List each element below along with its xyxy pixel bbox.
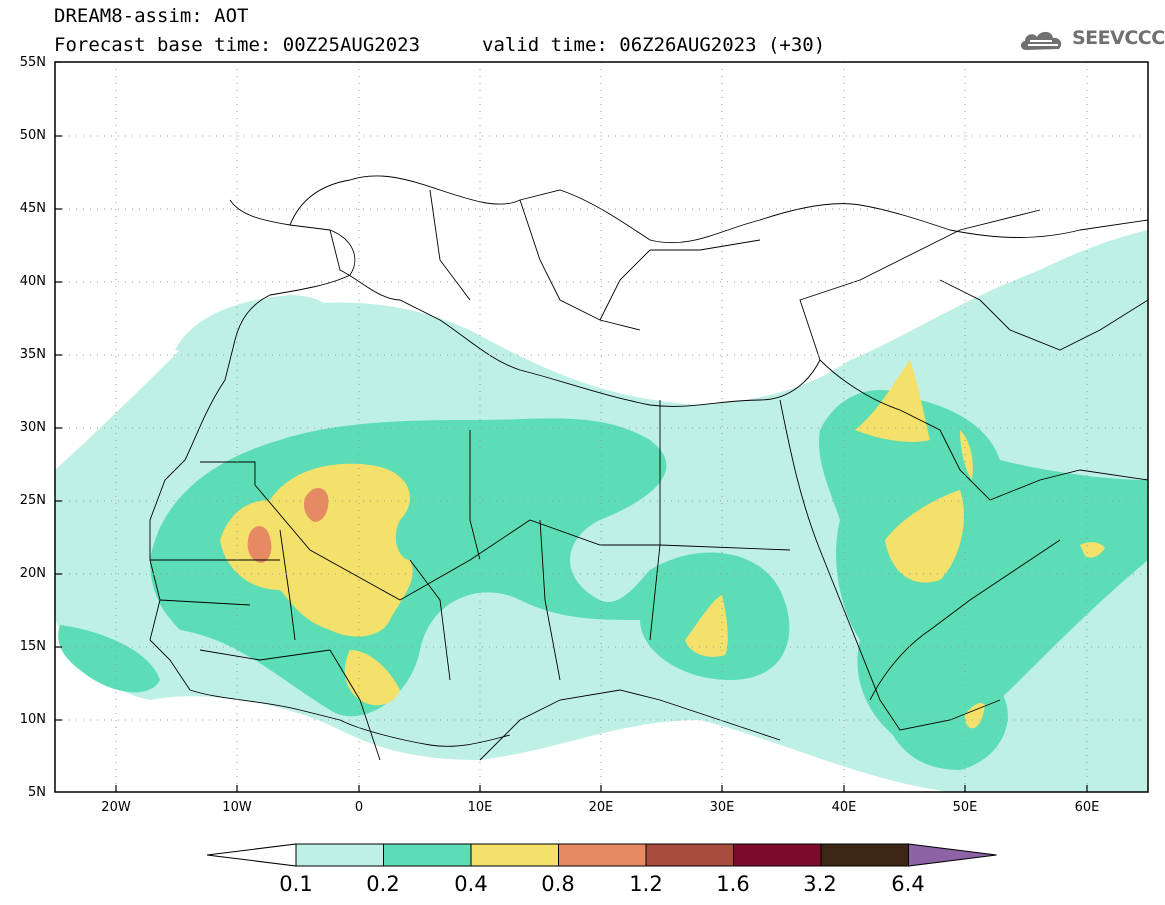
colorbar-cell	[733, 843, 822, 867]
lon-label: 20W	[101, 800, 131, 815]
colorbar-cell	[295, 843, 384, 867]
lon-label: 10E	[467, 800, 493, 815]
logo-text: SEEVCCC	[1072, 27, 1165, 49]
lat-label: 35N	[19, 347, 46, 362]
aot-level-0-8	[247, 487, 329, 563]
lat-label: 55N	[19, 55, 46, 70]
aot-field	[55, 230, 1148, 792]
lon-label: 30E	[709, 800, 735, 815]
lat-label: 40N	[19, 274, 46, 289]
colorbar-cells	[206, 843, 997, 867]
legend-level: 1.6	[716, 872, 750, 896]
colorbar-under-arrow	[206, 843, 297, 867]
lat-label: 10N	[19, 712, 46, 727]
colorbar-over-arrow	[908, 843, 997, 867]
forecast-base-time: Forecast base time: 00Z25AUG2023	[54, 34, 421, 56]
legend-level: 6.4	[891, 872, 925, 896]
legend-level: 0.1	[279, 872, 313, 896]
colorbar-cell	[383, 843, 472, 867]
legend-level: 3.2	[803, 872, 837, 896]
lon-label: 60E	[1074, 800, 1100, 815]
legend-level: 0.4	[454, 872, 488, 896]
lon-label: 50E	[952, 800, 978, 815]
legend-level: 0.2	[366, 872, 400, 896]
lat-label: 30N	[19, 420, 46, 435]
country-borders	[149, 175, 1148, 761]
colorbar-cell	[558, 843, 647, 867]
lon-label: 0	[354, 800, 364, 815]
colorbar-cell	[820, 843, 909, 867]
lat-label: 45N	[19, 201, 46, 216]
legend-level: 1.2	[629, 872, 663, 896]
lat-label: 50N	[19, 128, 46, 143]
graticule	[55, 62, 1148, 792]
colorbar-cell	[645, 843, 734, 867]
title-line-1: DREAM8-assim: AOT	[54, 5, 249, 27]
lon-label: 40E	[831, 800, 857, 815]
seevccc-logo: SEEVCCC	[1018, 24, 1165, 56]
cloud-logo-icon	[1020, 31, 1062, 50]
colorbar-cell	[470, 843, 559, 867]
lat-label: 15N	[19, 639, 46, 654]
lat-label: 5N	[28, 785, 46, 800]
lat-label: 25N	[19, 493, 46, 508]
lat-label: 20N	[19, 566, 46, 581]
axis-ticks	[55, 61, 1088, 792]
aot-level-0-4	[220, 360, 1105, 729]
lon-label: 10W	[222, 800, 252, 815]
legend-level: 0.8	[541, 872, 575, 896]
lon-label: 20E	[588, 800, 614, 815]
valid-time: valid time: 06Z26AUG2023 (+30)	[482, 34, 826, 56]
